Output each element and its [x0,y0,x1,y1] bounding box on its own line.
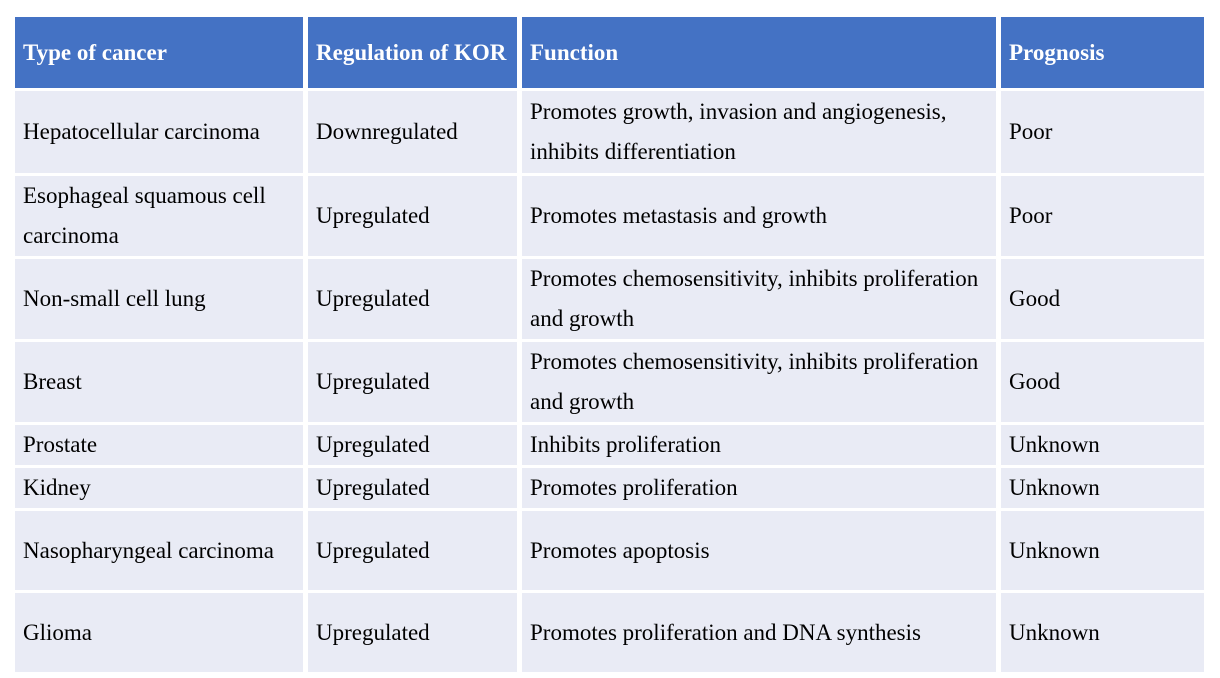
cell-prognosis: Good [1001,342,1204,422]
cell-prognosis: Unknown [1001,468,1204,508]
cell-cancer-type: Breast [15,342,303,422]
cell-regulation: Upregulated [308,511,517,590]
col-header-function: Function [522,17,996,88]
table-row: Breast Upregulated Promotes chemosensiti… [15,342,1204,422]
col-header-type-of-cancer: Type of cancer [15,17,303,88]
cell-regulation: Upregulated [308,176,517,256]
cell-cancer-type: Glioma [15,593,303,672]
cell-function: Promotes apoptosis [522,511,996,590]
cell-prognosis: Poor [1001,91,1204,173]
cell-regulation: Upregulated [308,342,517,422]
table-row: Nasopharyngeal carcinoma Upregulated Pro… [15,511,1204,590]
cell-cancer-type: Prostate [15,425,303,465]
cell-prognosis: Unknown [1001,511,1204,590]
cell-function: Promotes chemosensitivity, inhibits prol… [522,342,996,422]
cell-function: Inhibits proliferation [522,425,996,465]
col-header-prognosis: Prognosis [1001,17,1204,88]
table-body: Hepatocellular carcinoma Downregulated P… [15,91,1204,672]
table-header: Type of cancer Regulation of KOR Functio… [15,17,1204,88]
cell-cancer-type: Non-small cell lung [15,259,303,339]
cell-function: Promotes proliferation and DNA synthesis [522,593,996,672]
cell-function: Promotes growth, invasion and angiogenes… [522,91,996,173]
cell-regulation: Downregulated [308,91,517,173]
header-row: Type of cancer Regulation of KOR Functio… [15,17,1204,88]
table-row: Non-small cell lung Upregulated Promotes… [15,259,1204,339]
cell-function: Promotes proliferation [522,468,996,508]
table-row: Kidney Upregulated Promotes proliferatio… [15,468,1204,508]
table-row: Glioma Upregulated Promotes proliferatio… [15,593,1204,672]
table-row: Hepatocellular carcinoma Downregulated P… [15,91,1204,173]
cell-cancer-type: Hepatocellular carcinoma [15,91,303,173]
col-header-regulation-of-kor: Regulation of KOR [308,17,517,88]
table-row: Esophageal squamous cell carcinoma Upreg… [15,176,1204,256]
cell-regulation: Upregulated [308,259,517,339]
cell-function: Promotes metastasis and growth [522,176,996,256]
kor-cancer-table: Type of cancer Regulation of KOR Functio… [10,14,1209,675]
cell-prognosis: Good [1001,259,1204,339]
cell-prognosis: Unknown [1001,425,1204,465]
cell-regulation: Upregulated [308,425,517,465]
cell-cancer-type: Nasopharyngeal carcinoma [15,511,303,590]
cell-function: Promotes chemosensitivity, inhibits prol… [522,259,996,339]
cell-cancer-type: Kidney [15,468,303,508]
cell-regulation: Upregulated [308,593,517,672]
cell-cancer-type: Esophageal squamous cell carcinoma [15,176,303,256]
cell-prognosis: Poor [1001,176,1204,256]
table-row: Prostate Upregulated Inhibits proliferat… [15,425,1204,465]
cell-prognosis: Unknown [1001,593,1204,672]
cell-regulation: Upregulated [308,468,517,508]
